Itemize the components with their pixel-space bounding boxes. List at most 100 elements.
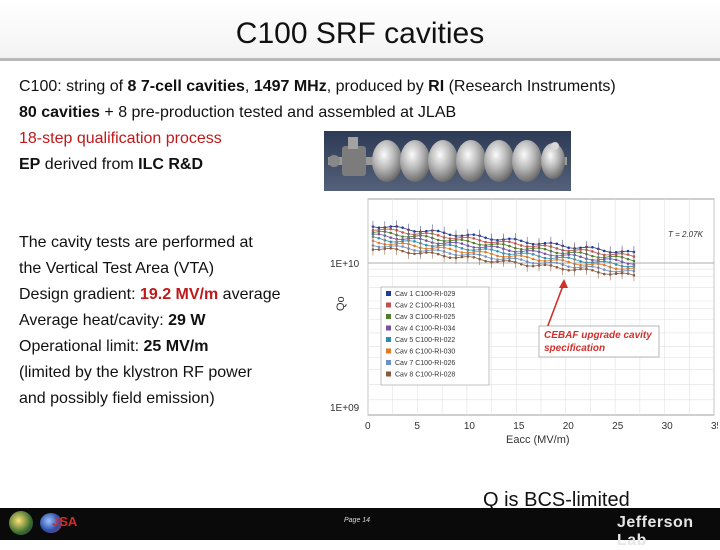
data-point xyxy=(579,260,582,263)
data-point xyxy=(602,257,606,261)
data-point xyxy=(591,262,594,266)
data-point xyxy=(460,242,464,245)
tests-line-6: (limited by the klystron RF power xyxy=(19,364,252,381)
data-point xyxy=(579,251,582,254)
data-point xyxy=(519,247,523,251)
legend-box xyxy=(380,286,490,386)
annotation-box xyxy=(538,325,660,358)
data-point xyxy=(460,247,464,250)
data-point xyxy=(632,273,636,277)
data-point xyxy=(602,260,606,263)
tests-line-3: Design gradient: 19.2 MV/m average xyxy=(19,285,281,305)
data-point xyxy=(484,259,487,263)
xtick-label: 20 xyxy=(563,421,575,432)
data-point xyxy=(401,226,404,229)
data-point xyxy=(496,242,499,246)
data-point xyxy=(472,233,476,236)
data-point xyxy=(591,268,594,272)
xtick-label: 5 xyxy=(414,421,420,432)
data-point xyxy=(543,244,547,247)
data-point xyxy=(496,238,499,242)
data-point xyxy=(519,254,523,257)
data-point xyxy=(496,245,499,249)
data-point xyxy=(555,254,559,258)
jsa-logo-icon xyxy=(40,513,62,533)
data-point xyxy=(436,229,440,233)
data-point xyxy=(525,264,529,268)
data-point xyxy=(591,258,594,262)
data-point xyxy=(549,264,553,267)
data-point xyxy=(579,263,582,267)
data-point xyxy=(567,265,570,268)
legend: Cav 1 C100-RI-029 Cav 2 C100-RI-031 Cav 3 … xyxy=(386,291,455,379)
data-point xyxy=(555,261,559,265)
data-point xyxy=(543,256,547,260)
data-point xyxy=(502,259,505,263)
data-point xyxy=(401,239,404,243)
data-point xyxy=(407,251,410,255)
data-point xyxy=(496,258,499,261)
data-point xyxy=(531,253,535,256)
cavity-photo xyxy=(324,131,571,191)
data-point xyxy=(555,251,559,255)
tests-line-1: The cavity tests are performed at xyxy=(19,234,253,251)
intro-text: 8 7-cell cavities xyxy=(127,78,245,95)
data-point xyxy=(472,255,476,259)
data-point xyxy=(508,257,511,260)
tests-line-4: Average heat/cavity: 29 W xyxy=(19,311,205,331)
data-point xyxy=(442,254,446,258)
data-point xyxy=(614,254,618,258)
data-point xyxy=(401,245,404,248)
data-point xyxy=(484,236,487,240)
intro-text: ILC R&D xyxy=(138,156,204,173)
intro-text: 80 cavities xyxy=(19,104,100,121)
data-point xyxy=(460,255,464,259)
data-series xyxy=(371,220,636,282)
tests-line-7: and possibly field emission) xyxy=(19,390,215,407)
data-point xyxy=(531,246,535,250)
intro-text: EP xyxy=(19,156,41,173)
data-point xyxy=(543,261,547,265)
data-point xyxy=(508,259,511,263)
data-point xyxy=(401,241,404,245)
data-point xyxy=(567,256,570,259)
data-point xyxy=(561,267,565,271)
data-point xyxy=(472,246,476,249)
data-point xyxy=(567,249,570,253)
data-point xyxy=(413,234,416,238)
data-point xyxy=(496,240,499,244)
data-point xyxy=(496,260,499,263)
data-point xyxy=(484,250,487,254)
data-point xyxy=(543,241,547,245)
data-point xyxy=(448,256,452,259)
data-point xyxy=(401,235,404,238)
xtick-label: 15 xyxy=(513,421,525,432)
data-point xyxy=(614,252,618,256)
data-point xyxy=(591,254,594,258)
heat-value: 29 W xyxy=(168,312,206,329)
data-point xyxy=(537,264,541,267)
jsa-logo-label: JSA xyxy=(52,514,78,529)
data-point xyxy=(389,246,393,250)
data-point xyxy=(448,247,452,251)
data-point xyxy=(436,234,440,237)
x-ticks: 0 5 10 15 20 25 30 35 xyxy=(365,421,720,432)
y-axis-label: Qo xyxy=(335,296,347,311)
data-point xyxy=(567,246,570,250)
data-point xyxy=(626,265,630,269)
x-axis-label: Eacc (MV/m) xyxy=(506,434,570,446)
data-point xyxy=(425,231,428,235)
data-point xyxy=(389,227,393,231)
data-point xyxy=(425,243,428,247)
data-point xyxy=(436,246,440,249)
data-point xyxy=(401,231,404,234)
intro-text: (Research Instruments) xyxy=(444,78,616,95)
data-point xyxy=(460,238,464,242)
operational-limit-value: 25 MV/m xyxy=(143,338,209,355)
legend-label: Cav 1 C100-RI-029 xyxy=(395,291,455,298)
legend-label: Cav 3 C100-RI-025 xyxy=(395,314,455,321)
data-point xyxy=(448,243,452,247)
data-point xyxy=(602,253,606,257)
data-point xyxy=(567,253,570,256)
qo-vs-eacc-chart: 1E+10 1E+09 Qo 0 5 10 15 20 25 30 35 Eacc (MV/m… xyxy=(324,193,720,450)
